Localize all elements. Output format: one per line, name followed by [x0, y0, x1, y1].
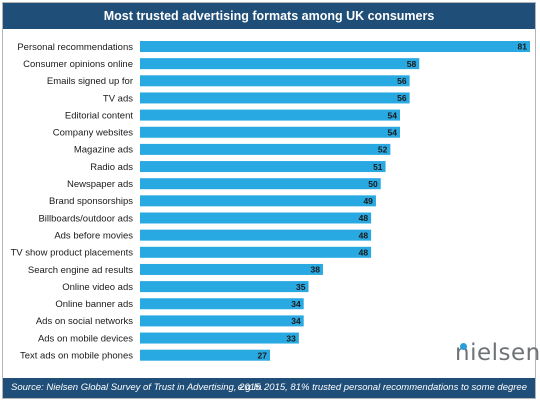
category-label: Magazine ads [74, 145, 133, 156]
category-label: Emails signed up for [47, 76, 133, 87]
bar-chart: Personal recommendations 81 Consumer opini… [10, 41, 530, 362]
data-label: 34 [291, 299, 301, 309]
bar [140, 298, 304, 310]
bar [140, 229, 372, 241]
category-label: Company websites [53, 128, 134, 139]
chart-title-bar: Most trusted advertising formats among U… [3, 3, 535, 29]
data-label: 48 [359, 248, 369, 258]
bar [140, 212, 372, 224]
category-label: Online banner ads [55, 299, 133, 310]
category-label: Radio ads [90, 162, 133, 173]
nielsen-logo: nielsen [455, 340, 540, 366]
data-label: 34 [291, 316, 301, 326]
bar [140, 109, 400, 121]
bar [140, 143, 391, 155]
source-note: Source: Nielsen Global Survey of Trust i… [11, 382, 263, 393]
category-label: Brand sponsorships [49, 196, 133, 207]
data-label: 81 [518, 42, 528, 52]
logo-dot [460, 343, 467, 350]
data-label: 51 [373, 162, 383, 172]
category-label: Ads on mobile devices [38, 333, 133, 344]
footer-bar: Source: Nielsen Global Survey of Trust i… [3, 378, 535, 398]
bar [140, 195, 376, 207]
data-label: 58 [407, 59, 417, 69]
category-label: Editorial content [65, 110, 133, 121]
bar [140, 92, 410, 104]
category-label: Online video ads [62, 282, 133, 293]
bar [140, 332, 299, 344]
bar [140, 246, 372, 258]
data-label: 27 [258, 350, 268, 360]
category-label: TV show product placements [10, 248, 133, 259]
data-label: 38 [310, 265, 320, 275]
bar [140, 315, 304, 327]
chart-title: Most trusted advertising formats among U… [103, 9, 435, 23]
category-label: Newspaper ads [67, 179, 133, 190]
data-label: 48 [359, 213, 369, 223]
bar [140, 126, 400, 138]
category-label: Text ads on mobile phones [20, 351, 133, 362]
bar [140, 75, 410, 87]
category-label: Search engine ad results [28, 265, 133, 276]
bar [140, 178, 381, 190]
category-label: TV ads [103, 93, 133, 104]
data-label: 54 [388, 110, 398, 120]
data-label: 50 [368, 179, 378, 189]
data-label: 56 [397, 76, 407, 86]
category-label: Consumer opinions online [23, 59, 133, 70]
category-label: Ads on social networks [36, 316, 133, 327]
data-label: 54 [388, 127, 398, 137]
category-label: Billboards/outdoor ads [38, 213, 133, 224]
example-note: e.g In 2015, 81% trusted personal recomm… [237, 382, 527, 393]
data-label: 52 [378, 145, 388, 155]
bar [140, 41, 530, 52]
bar [140, 161, 386, 173]
category-label: Ads before movies [54, 230, 133, 241]
bar [140, 281, 309, 293]
data-label: 49 [363, 196, 373, 206]
category-label: Personal recommendations [17, 42, 133, 53]
data-label: 56 [397, 93, 407, 103]
bar [140, 58, 420, 70]
data-label: 33 [286, 333, 296, 343]
data-label: 35 [296, 282, 306, 292]
bar [140, 263, 323, 275]
bar [140, 349, 270, 361]
data-label: 48 [359, 230, 369, 240]
logo-text: nielsen [455, 340, 540, 366]
